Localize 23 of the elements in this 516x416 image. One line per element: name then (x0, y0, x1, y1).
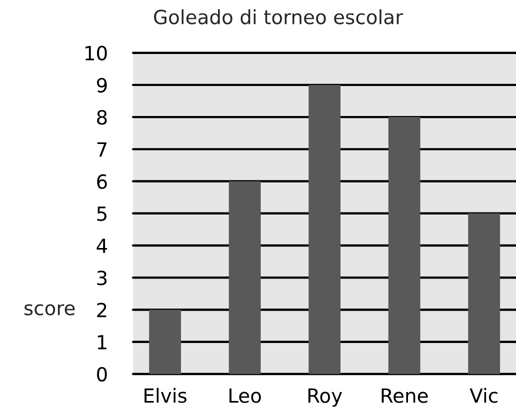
y-tick-label: 2 (97, 302, 106, 318)
y-tick-label: 10 (86, 46, 107, 60)
y-tick-label: 9 (96, 78, 107, 93)
y-tick-label: 0 (97, 366, 107, 382)
bar (468, 213, 500, 374)
bar (388, 117, 420, 374)
bar (149, 310, 181, 374)
x-tick-label: Rene (382, 388, 428, 403)
y-tick-label: 3 (97, 270, 107, 286)
x-tick-label: Elvis (144, 388, 186, 403)
y-tick-label: 1 (98, 335, 106, 350)
y-tick-label: 8 (97, 110, 107, 125)
x-tick-label: Roy (308, 388, 342, 407)
chart-title: Goleado di torneo escolar (154, 9, 404, 24)
x-tick-label: Vic (470, 388, 498, 403)
y-tick-label: 4 (96, 238, 108, 253)
bar (228, 181, 261, 374)
y-axis-title: score (24, 304, 75, 316)
y-tick-label: 7 (97, 142, 106, 157)
bar (308, 84, 341, 374)
x-tick-label: Leo (230, 388, 261, 403)
y-tick-label: 5 (97, 206, 106, 222)
y-tick-label: 6 (97, 174, 107, 189)
